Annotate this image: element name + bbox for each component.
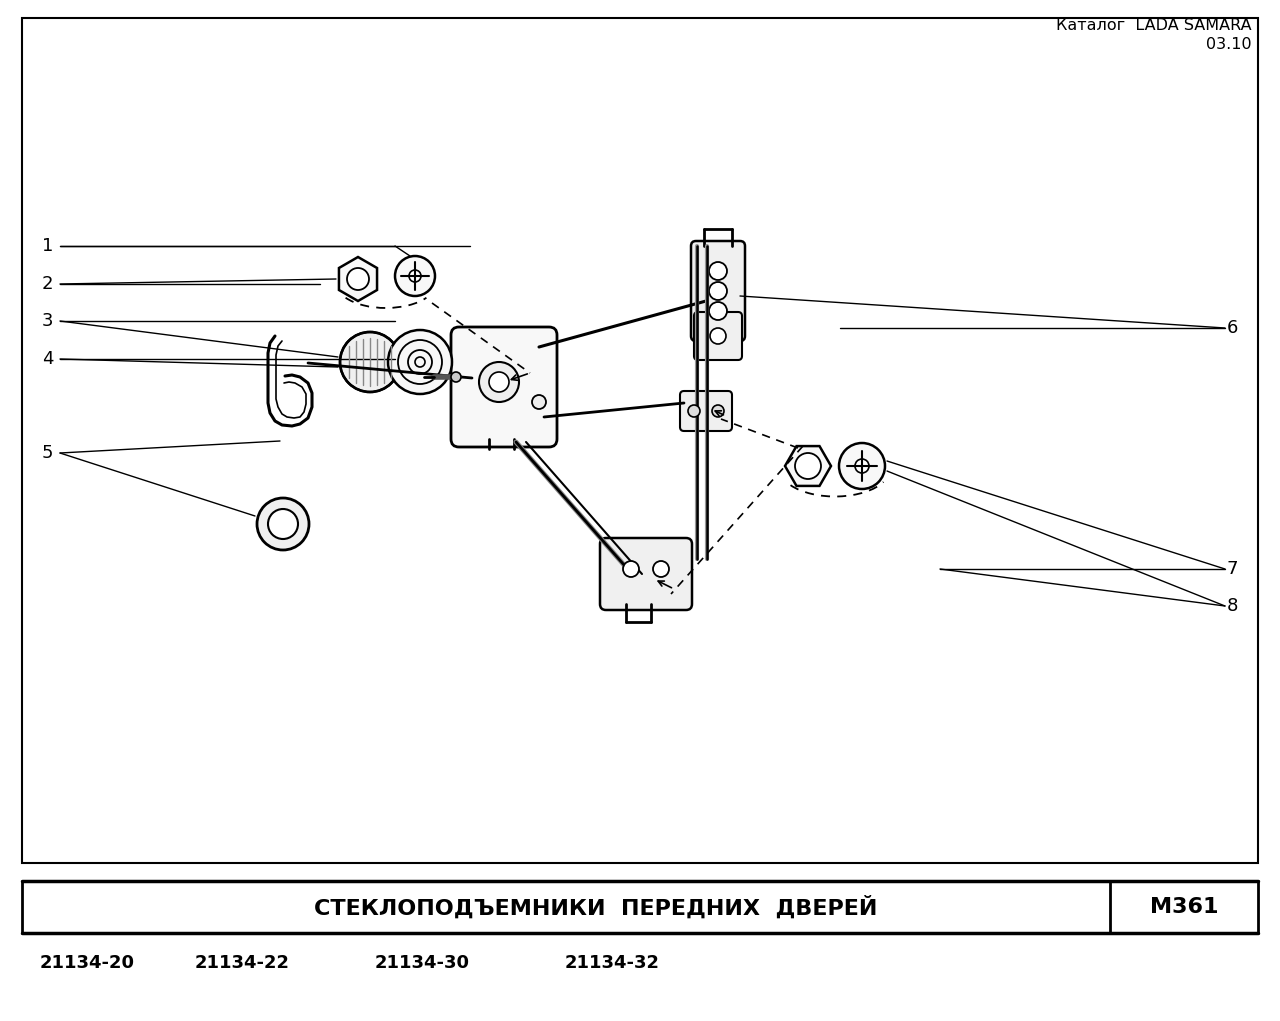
Circle shape — [712, 405, 724, 417]
Text: 4: 4 — [42, 350, 54, 368]
Circle shape — [709, 262, 727, 280]
Text: 1: 1 — [42, 237, 54, 255]
Circle shape — [257, 498, 308, 550]
Text: 21134-30: 21134-30 — [375, 954, 470, 972]
Circle shape — [710, 328, 726, 344]
FancyBboxPatch shape — [451, 327, 557, 447]
Text: 03.10: 03.10 — [1206, 37, 1252, 52]
Text: 2: 2 — [42, 275, 54, 293]
Text: М361: М361 — [1149, 897, 1219, 917]
Circle shape — [838, 443, 884, 489]
Text: Каталог  LADA SAMARA: Каталог LADA SAMARA — [1056, 18, 1252, 33]
Circle shape — [795, 453, 820, 479]
Text: 7: 7 — [1226, 560, 1238, 578]
Circle shape — [410, 270, 421, 282]
Circle shape — [709, 282, 727, 300]
FancyBboxPatch shape — [680, 391, 732, 431]
Circle shape — [396, 256, 435, 296]
Circle shape — [855, 459, 869, 473]
Text: 21134-32: 21134-32 — [564, 954, 660, 972]
Text: 5: 5 — [42, 444, 54, 461]
Circle shape — [689, 405, 700, 417]
Bar — [22, 18, 1258, 863]
Circle shape — [709, 302, 727, 320]
Text: 21134-20: 21134-20 — [40, 954, 134, 972]
Text: 6: 6 — [1226, 319, 1238, 337]
Polygon shape — [339, 257, 378, 301]
Circle shape — [653, 561, 669, 577]
FancyBboxPatch shape — [691, 241, 745, 341]
Circle shape — [268, 509, 298, 539]
Circle shape — [388, 330, 452, 394]
Circle shape — [451, 372, 461, 382]
Text: СТЕКЛОПОДЪЕМНИКИ  ПЕРЕДНИХ  ДВЕРЕЙ: СТЕКЛОПОДЪЕМНИКИ ПЕРЕДНИХ ДВЕРЕЙ — [315, 895, 878, 919]
Circle shape — [347, 268, 369, 290]
Circle shape — [489, 372, 509, 392]
Circle shape — [340, 332, 399, 392]
Circle shape — [479, 362, 518, 402]
Circle shape — [623, 561, 639, 577]
Text: 3: 3 — [42, 312, 54, 330]
Text: 21134-22: 21134-22 — [195, 954, 291, 972]
FancyBboxPatch shape — [600, 538, 692, 610]
Text: 8: 8 — [1226, 597, 1238, 615]
FancyBboxPatch shape — [694, 312, 742, 360]
Circle shape — [532, 395, 547, 409]
Polygon shape — [785, 446, 831, 486]
